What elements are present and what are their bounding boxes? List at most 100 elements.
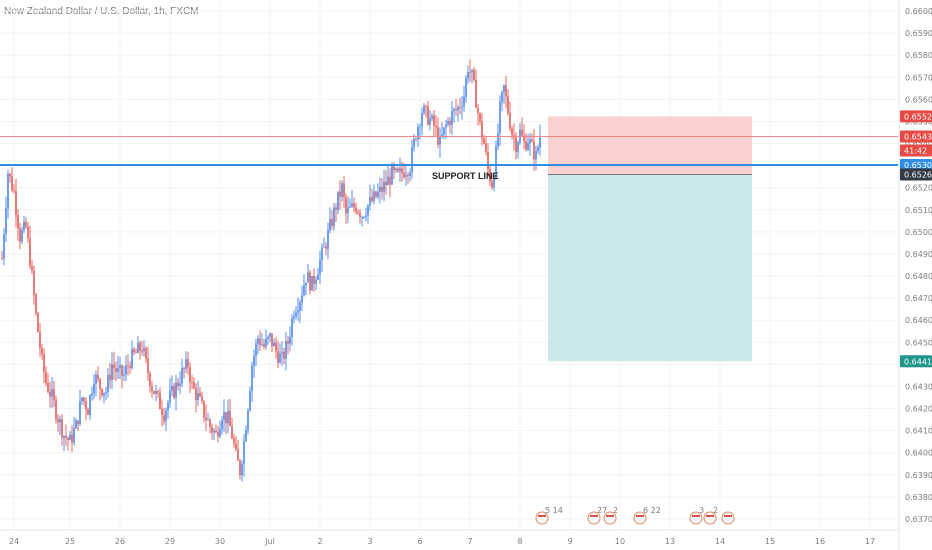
event-markers: 5 14 27 2 6 22 3 2 xyxy=(535,506,735,525)
candle-body xyxy=(377,191,379,197)
candle-body xyxy=(405,175,407,178)
candle-body xyxy=(279,353,281,363)
candle-body xyxy=(91,393,93,396)
candle-body xyxy=(369,197,371,206)
candle-body xyxy=(237,449,239,461)
candle-body xyxy=(105,391,107,393)
candle-body xyxy=(61,419,63,438)
candle-body xyxy=(123,374,125,376)
price-badge-label: 41:42 xyxy=(904,146,927,155)
candle-body xyxy=(233,438,235,444)
candle-body xyxy=(125,365,127,375)
candle-body xyxy=(1,258,3,260)
candle-body xyxy=(337,191,339,210)
candle-body xyxy=(121,365,123,376)
candle-body xyxy=(33,270,35,295)
candle-body xyxy=(27,226,29,239)
candle-body xyxy=(413,138,415,148)
candle-body xyxy=(261,344,263,346)
candle-body xyxy=(303,285,305,296)
candle-body xyxy=(255,343,257,357)
candle-body xyxy=(505,85,507,97)
candle-body xyxy=(205,417,207,421)
price-badge: 0.65432 xyxy=(900,130,932,143)
candle-body xyxy=(147,358,149,374)
candle-body xyxy=(529,139,531,144)
candle-body xyxy=(137,343,139,353)
x-tick-label: 8 xyxy=(517,537,522,546)
candle-body xyxy=(103,392,105,396)
candle-body xyxy=(453,109,455,112)
event-marker: 3 xyxy=(689,506,704,525)
candle-body xyxy=(47,382,49,392)
candle-body xyxy=(241,463,243,475)
candle-body xyxy=(195,388,197,401)
candle-body xyxy=(473,69,475,80)
flag-stripe xyxy=(724,515,732,517)
x-tick-label: 13 xyxy=(665,537,675,546)
candle-body xyxy=(403,172,405,178)
candle-body xyxy=(295,312,297,317)
candle-body xyxy=(381,187,383,192)
price-badge-bg xyxy=(900,110,932,123)
candle-body xyxy=(111,364,113,380)
candle-body xyxy=(353,203,355,208)
candle-body xyxy=(309,272,311,291)
price-badge-bg xyxy=(900,130,932,143)
candle-body xyxy=(95,374,97,385)
price-badge: 41:42 xyxy=(900,144,932,157)
candle-body xyxy=(209,419,211,427)
candle-body xyxy=(193,382,195,389)
candle-body xyxy=(53,389,55,400)
candle-body xyxy=(357,211,359,213)
candle-body xyxy=(199,393,201,397)
candle-body xyxy=(267,336,269,339)
candle-body xyxy=(467,72,469,79)
candle-body xyxy=(107,374,109,392)
candle-body xyxy=(5,208,7,235)
candle-body xyxy=(115,368,117,372)
event-label: 2 xyxy=(713,506,718,515)
candle-body xyxy=(217,432,219,437)
candle-body xyxy=(477,107,479,114)
candle-body xyxy=(371,197,373,201)
candle-body xyxy=(373,191,375,201)
horizontal-lines xyxy=(0,135,898,166)
candle-body xyxy=(327,230,329,249)
candle-body xyxy=(451,111,453,125)
candle-body xyxy=(383,181,385,192)
candle-body xyxy=(177,382,179,386)
candle-body xyxy=(75,420,77,429)
candle-body xyxy=(77,420,79,425)
candle-body xyxy=(483,138,485,144)
candle-body xyxy=(419,126,421,128)
candle-body xyxy=(93,384,95,394)
candle-body xyxy=(299,302,301,311)
candle-body xyxy=(109,374,111,380)
candle-body xyxy=(339,191,341,197)
candle-body xyxy=(475,79,477,108)
candle-body xyxy=(349,206,351,208)
event-marker: 2 xyxy=(603,506,618,525)
candle-body xyxy=(63,436,65,438)
candle-body xyxy=(41,348,43,355)
flag-stripe xyxy=(706,515,714,517)
candle-body xyxy=(221,420,223,430)
flag-stripe xyxy=(606,515,614,517)
candle-body xyxy=(289,337,291,344)
candle-body xyxy=(301,295,303,303)
candle-body xyxy=(183,368,185,369)
x-tick-label: 6 xyxy=(417,537,422,546)
candle-body xyxy=(481,121,483,139)
candle-body xyxy=(229,410,231,427)
candle-body xyxy=(489,169,491,182)
candle-body xyxy=(535,151,537,160)
candle-body xyxy=(515,137,517,153)
candle-body xyxy=(15,191,17,215)
candle-body xyxy=(163,415,165,422)
